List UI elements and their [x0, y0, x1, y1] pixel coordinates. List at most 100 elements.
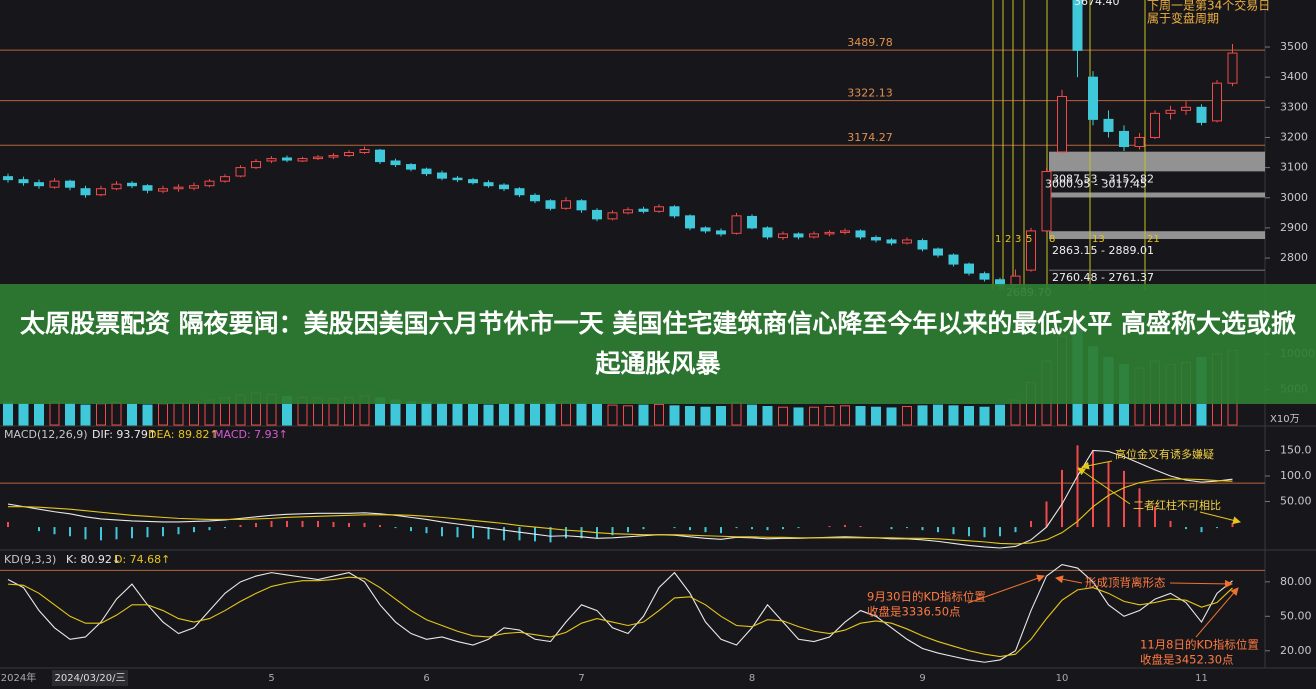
- volume-bar: [840, 405, 850, 426]
- candle-body: [669, 206, 680, 217]
- annotation: 下周一是第34个交易日: [1147, 0, 1270, 13]
- volume-bar: [452, 403, 463, 426]
- candle-body: [545, 200, 556, 209]
- candle-body: [948, 254, 959, 265]
- candle-body: [468, 179, 478, 184]
- candle-body: [778, 233, 788, 239]
- x-tick-label: 2024年: [1, 671, 36, 684]
- volume-bar: [902, 406, 912, 426]
- volume-bar: [576, 402, 587, 426]
- candle-body: [809, 233, 819, 238]
- y-tick-label: 2800: [1280, 251, 1308, 264]
- candle-body: [375, 149, 385, 163]
- candle-body: [1088, 76, 1098, 120]
- candle-body: [747, 215, 757, 229]
- fib-label: 1: [995, 234, 1001, 245]
- volume-bar: [731, 401, 742, 426]
- volume-bar: [886, 407, 897, 426]
- gap-zone: [1049, 269, 1265, 271]
- candle-body: [390, 160, 401, 166]
- candle-body: [685, 215, 695, 229]
- candle-body: [251, 161, 261, 169]
- volume-bar: [623, 405, 633, 426]
- volume-bar: [716, 406, 726, 426]
- x-tick-label: 7: [578, 673, 584, 684]
- candle-body: [824, 231, 835, 235]
- y-tick-label: 150.0: [1280, 443, 1312, 456]
- candle-body: [1165, 109, 1176, 114]
- volume-bar: [499, 403, 509, 426]
- candle-body: [34, 182, 44, 187]
- arrow: [1081, 460, 1113, 470]
- candle-body: [421, 168, 432, 175]
- legend-entry: DEA: 89.82↑: [148, 428, 219, 441]
- legend-entry: K: 80.92↓: [66, 553, 121, 566]
- candle-body: [344, 152, 354, 157]
- y-tick-label: 20.00: [1280, 644, 1312, 657]
- candle-body: [576, 200, 587, 211]
- volume-bar: [96, 403, 106, 426]
- cursor-date: 2024/03/20/三: [54, 673, 125, 684]
- candle-body: [452, 177, 463, 181]
- zone-label: 3000.95 - 3017.45: [1045, 177, 1147, 190]
- zone-label: 2760.48 - 2761.37: [1052, 271, 1154, 284]
- volume-bar: [530, 402, 540, 426]
- volume-bar: [778, 406, 788, 426]
- candle-body: [220, 176, 230, 182]
- cursor-date-box: [52, 670, 128, 686]
- volume-bar: [762, 406, 773, 426]
- news-banner: 太原股票配资 隔夜要闻：美股因美国六月节休市一天 美国住宅建筑商信心降至今年以来…: [0, 284, 1316, 404]
- fib-label: 21: [1147, 234, 1160, 245]
- candle-body: [1103, 118, 1114, 132]
- candle-body: [1041, 171, 1052, 232]
- candle-body: [111, 183, 122, 190]
- candle-body: [80, 188, 91, 196]
- volume-bar: [437, 402, 447, 426]
- candle-body: [623, 209, 633, 214]
- y-tick-label: 3000: [1280, 191, 1308, 204]
- candle-body: [18, 179, 29, 184]
- candle-body: [483, 182, 494, 187]
- candle-body: [1227, 52, 1238, 84]
- arrow: [1195, 587, 1239, 638]
- arrow: [967, 574, 1045, 604]
- x-tick-label: 6: [423, 673, 429, 684]
- candle-body: [917, 240, 928, 250]
- volume-bar: [964, 406, 974, 426]
- volume-bar: [995, 404, 1005, 426]
- candle-body: [607, 212, 618, 220]
- panel-title: KD(9,3,3): [4, 553, 56, 566]
- annotation: 高位金叉有诱多嫌疑: [1115, 447, 1214, 461]
- candle-body: [1150, 112, 1160, 138]
- candle-body: [700, 227, 711, 232]
- annotation: 属于变盘周期: [1147, 11, 1219, 26]
- candle-body: [731, 215, 742, 234]
- volume-bar: [189, 401, 199, 426]
- candle-body: [716, 230, 726, 235]
- candle-body: [189, 185, 199, 189]
- candle-body: [328, 155, 339, 158]
- volume-bar: [158, 403, 168, 426]
- candle-body: [654, 206, 664, 212]
- candle-body: [173, 186, 184, 190]
- level-label: 3322.13: [847, 87, 893, 100]
- panel-title: MACD(12,26,9): [4, 428, 88, 441]
- y-tick-label: 50.00: [1280, 495, 1312, 508]
- candle-body: [437, 172, 447, 179]
- volume-bar: [871, 406, 881, 426]
- candle-body: [855, 230, 866, 238]
- volume-bar: [80, 404, 91, 426]
- volume-bar: [979, 406, 990, 426]
- volume-bar: [514, 403, 525, 426]
- volume-bar: [127, 403, 137, 426]
- candle-body: [499, 184, 509, 190]
- volume-bar: [824, 406, 835, 426]
- y-tick-label: 100.0: [1280, 469, 1312, 482]
- candle-body: [561, 200, 571, 209]
- fib-label: 2: [1005, 234, 1011, 245]
- volume-bar: [669, 405, 680, 426]
- gap-zone: [1049, 151, 1265, 172]
- volume-bar: [3, 401, 13, 426]
- zone-label: 2863.15 - 2889.01: [1052, 244, 1154, 257]
- y-tick-label: 80.00: [1280, 575, 1312, 588]
